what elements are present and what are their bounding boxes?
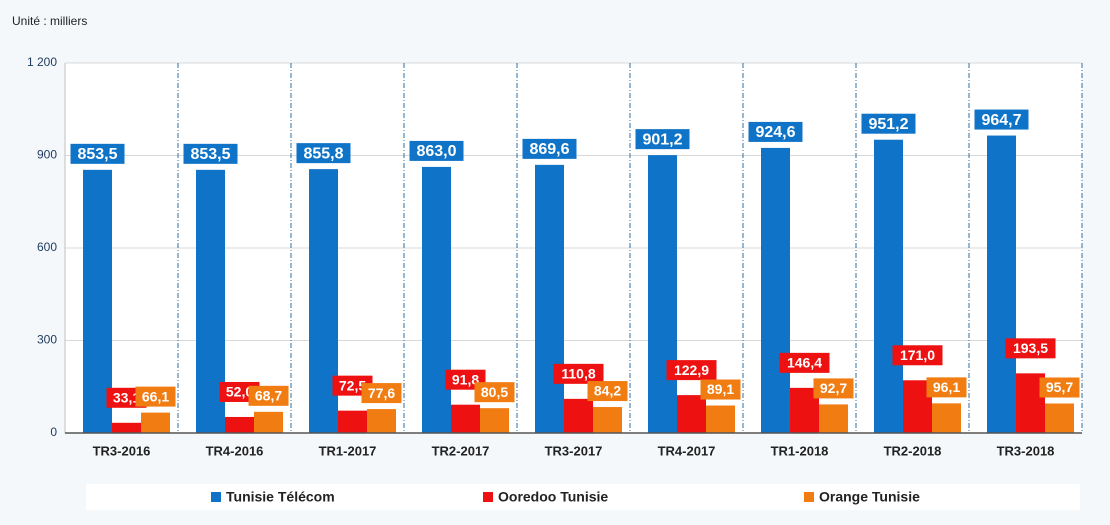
bar: [819, 404, 848, 433]
value-label: 84,2: [594, 383, 621, 399]
value-label: 92,7: [820, 380, 847, 396]
bar: [367, 409, 396, 433]
value-label-box: [587, 381, 628, 402]
value-label-box: [296, 143, 351, 164]
bar: [564, 398, 593, 433]
value-label: 869,6: [529, 141, 569, 158]
value-label-box: [409, 140, 464, 161]
value-label: 33,1: [113, 389, 140, 405]
bar: [254, 411, 283, 433]
value-label-box: [974, 109, 1029, 130]
legend-swatch: [483, 492, 493, 502]
value-label-box: [635, 129, 690, 150]
value-label-box: [700, 379, 741, 400]
value-label: 91,8: [452, 371, 479, 387]
bar: [761, 147, 790, 434]
value-label: 863,0: [416, 143, 456, 160]
x-tick-label: TR1-2018: [771, 443, 829, 458]
value-label: 77,6: [368, 385, 395, 401]
value-label-box: [553, 363, 604, 384]
value-label: 964,7: [981, 112, 1021, 129]
value-label-box: [474, 382, 515, 403]
y-tick-label: 0: [50, 425, 57, 439]
value-label: 72,5: [339, 377, 366, 393]
x-tick-label: TR3-2017: [545, 443, 603, 458]
bar: [225, 416, 254, 433]
y-tick-label: 1 200: [27, 55, 57, 69]
value-label: 901,2: [642, 131, 682, 148]
x-tick-label: TR4-2017: [658, 443, 716, 458]
value-label: 853,5: [77, 146, 117, 163]
bar: [480, 408, 509, 433]
bar: [932, 403, 961, 433]
value-label: 171,0: [900, 347, 935, 363]
x-tick-label: TR2-2017: [432, 443, 490, 458]
value-label-box: [779, 352, 830, 373]
legend-swatch: [804, 492, 814, 502]
value-label: 89,1: [707, 381, 734, 397]
value-label-box: [748, 121, 803, 142]
legend-label: Ooredoo Tunisie: [498, 489, 608, 505]
value-label: 52,0: [226, 384, 253, 400]
value-label: 146,4: [787, 355, 822, 371]
value-label: 66,1: [142, 388, 169, 404]
bar: [677, 395, 706, 433]
value-label-box: [361, 383, 402, 404]
x-tick-label: TR4-2016: [206, 443, 264, 458]
bar: [987, 135, 1016, 433]
value-label-box: [861, 113, 916, 134]
bar: [648, 155, 677, 433]
bar: [535, 164, 564, 433]
legend-label: Tunisie Télécom: [226, 489, 335, 505]
bar: [593, 407, 622, 433]
value-label-box: [70, 143, 125, 164]
value-label: 68,7: [255, 388, 282, 404]
value-label: 855,8: [303, 145, 343, 162]
value-label: 853,5: [190, 146, 230, 163]
value-label-box: [183, 143, 238, 164]
bar: [141, 412, 170, 433]
value-label: 122,9: [674, 362, 709, 378]
bar: [451, 404, 480, 433]
legend-box: [86, 484, 1080, 510]
y-tick-label: 900: [37, 148, 57, 162]
bar: [338, 410, 367, 433]
x-tick-label: TR2-2018: [884, 443, 942, 458]
y-tick-label: 300: [37, 333, 57, 347]
value-label: 96,1: [933, 379, 960, 395]
bar: [874, 139, 903, 434]
legend-label: Orange Tunisie: [819, 489, 920, 505]
value-label-box: [1005, 338, 1056, 359]
bar: [112, 422, 141, 433]
y-tick-label: 600: [37, 240, 57, 254]
value-label-box: [248, 385, 289, 406]
legend-swatch: [211, 492, 221, 502]
x-tick-label: TR1-2017: [319, 443, 377, 458]
value-label-box: [135, 386, 176, 407]
value-label-box: [813, 378, 854, 399]
value-label: 951,2: [868, 116, 908, 133]
value-label: 193,5: [1013, 340, 1048, 356]
value-label: 80,5: [481, 384, 508, 400]
value-label: 924,6: [755, 124, 795, 141]
unit-annotation: Unité : milliers: [12, 14, 87, 28]
value-label-box: [1039, 377, 1080, 398]
value-label-box: [522, 138, 577, 159]
value-label-box: [666, 360, 717, 381]
x-tick-label: TR3-2016: [93, 443, 151, 458]
value-label-box: [926, 377, 967, 398]
x-tick-label: TR3-2018: [997, 443, 1055, 458]
bar: [706, 405, 735, 433]
value-label: 95,7: [1046, 379, 1073, 395]
value-label: 110,8: [561, 366, 595, 382]
bar: [1045, 403, 1074, 433]
value-label-box: [892, 345, 943, 366]
bar: [422, 166, 451, 434]
